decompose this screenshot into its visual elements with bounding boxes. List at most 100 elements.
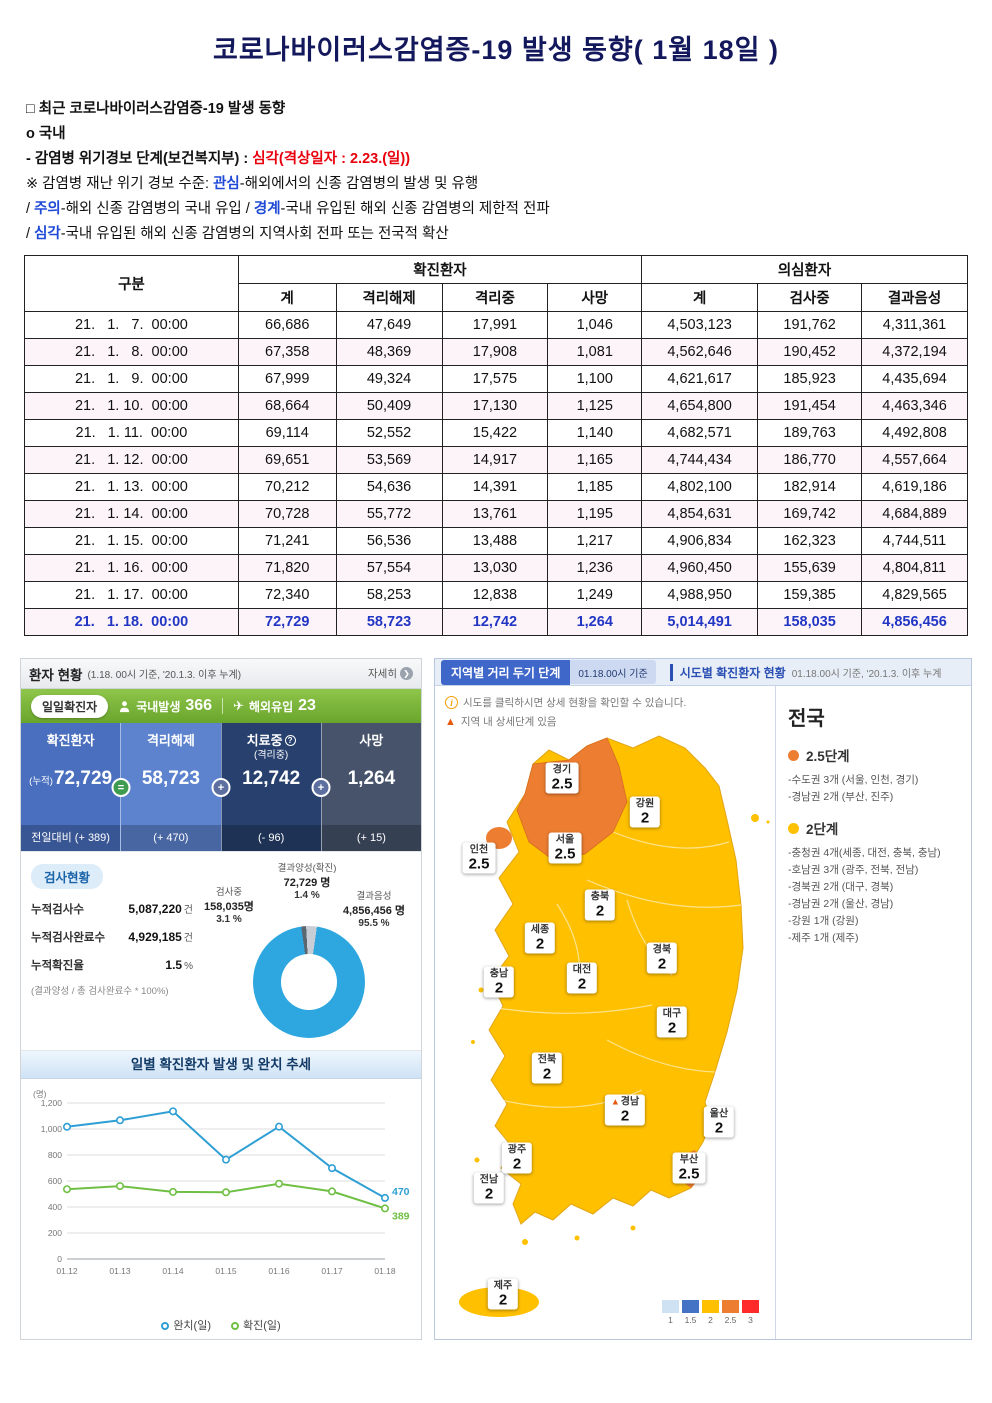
region-label-서울[interactable]: 서울 2.5 xyxy=(548,832,582,864)
national-title: 전국 xyxy=(788,708,825,730)
airplane-icon: ✈ xyxy=(233,698,244,713)
region-label-제주[interactable]: 제주 2 xyxy=(487,1278,519,1310)
scale-item-1: 1 xyxy=(662,1300,679,1325)
stat-in-treatment: 치료중? (격리중) 12,742 (- 96) xyxy=(220,723,321,851)
legend-item: -충청권 4개(세종, 대전, 충북, 충남) xyxy=(788,847,941,859)
region-label-울산[interactable]: 울산 2 xyxy=(703,1106,735,1138)
regional-map-panel: 지역별 거리 두기 단계 01.18.00시 기준 시도별 확진환자 현황 01… xyxy=(434,658,972,1340)
table-row: 21. 1. 10. 00:00 68,664 50,409 17,130 1,125 4… xyxy=(24,392,968,420)
trend-chart-title: 일별 확진환자 발생 및 완치 추세 xyxy=(21,1051,421,1079)
col-header-confirmed: 확진환자 xyxy=(237,255,643,284)
bottom-section: 환자 현황 (1.18. 00시 기준, '20.1.3. 이후 누계) 자세히… xyxy=(20,658,972,1340)
alert-level-value: 심각(격상일자 : 2.23.(일)) xyxy=(252,151,411,167)
overseas-cases: ✈ 해외유입 23 xyxy=(233,697,316,715)
stat-in-treatment-label: 치료중? (격리중) xyxy=(222,733,321,764)
svg-text:01.14: 01.14 xyxy=(162,1266,184,1276)
stat-confirmed-delta: 전일대비 (+ 389) xyxy=(21,825,121,851)
patient-panel-header: 환자 현황 (1.18. 00시 기준, '20.1.3. 이후 누계) 자세히… xyxy=(21,659,421,689)
scale-item-1.5: 1.5 xyxy=(682,1300,699,1325)
page-title: 코로나바이러스감염증-19 발생 동향( 1월 18일 ) xyxy=(212,35,779,65)
col-sub-released: 격리해제 xyxy=(335,283,443,312)
col-header-gubun: 구분 xyxy=(24,255,239,312)
region-label-강원[interactable]: 강원 2 xyxy=(629,796,661,828)
stat-deceased-label: 사망 xyxy=(359,733,384,748)
test-row-rate: 누적확진율 1.5% xyxy=(31,958,193,972)
patient-status-panel: 환자 현황 (1.18. 00시 기준, '20.1.3. 이후 누계) 자세히… xyxy=(20,658,422,1340)
legend-item: -경남권 2개 (울산, 경남) xyxy=(788,898,894,910)
domestic-value: 366 xyxy=(185,697,213,714)
svg-text:01.12: 01.12 xyxy=(56,1266,78,1276)
legend-group-2.5단계: 2.5단계 -수도권 3개 (서울, 인천, 경기) -경남권 2개 (부산, 진주… xyxy=(788,745,959,806)
legend-item: -호남권 3개 (광주, 전북, 전남) xyxy=(788,864,919,876)
overseas-value: 23 xyxy=(298,697,316,714)
region-label-경기[interactable]: 경기 2.5 xyxy=(545,762,579,794)
divider xyxy=(222,698,224,714)
svg-text:600: 600 xyxy=(48,1176,62,1186)
stat-released: 격리해제 58,723 (+ 470) xyxy=(120,723,221,851)
region-label-대구[interactable]: 대구 2 xyxy=(656,1006,688,1038)
scale-legend: 1 1.5 2 2.5 3 xyxy=(662,1300,759,1325)
warning-triangle-icon: ▲ xyxy=(610,1096,620,1107)
national-legend: 전국 2.5단계 -수도권 3개 (서울, 인천, 경기) -경남권 2개 (부산,… xyxy=(775,686,971,1339)
region-label-세종[interactable]: 세종 2 xyxy=(524,922,556,954)
region-label-충북[interactable]: 충북 2 xyxy=(584,889,616,921)
region-label-부산[interactable]: 부산 2.5 xyxy=(672,1152,706,1184)
stat-released-label: 격리해제 xyxy=(146,733,195,748)
trend-chart-svg: (명) 0 200 400 600 800 1,000 1,200 01.12 01.13 01.1… xyxy=(33,1089,410,1276)
col-sub-negative: 결과음성 xyxy=(861,283,968,312)
stat-confirmed-label: 확진환자 xyxy=(46,733,95,748)
test-result-donut-area: 결과양성(확진) 72,729 명 1.4 % 검사중 158,035명 3.1… xyxy=(197,860,417,1046)
slash: / xyxy=(26,201,35,217)
level-gwansim-desc: -해외에서의 신종 감염병의 발생 및 유행 xyxy=(239,176,479,192)
col-sub-suspect-total: 계 xyxy=(641,283,759,312)
donut-label-testing: 검사중 158,035명 3.1 % xyxy=(204,887,254,925)
region-label-광주[interactable]: 광주 2 xyxy=(501,1142,533,1174)
region-label-인천[interactable]: 인천 2.5 xyxy=(462,842,496,874)
test-status-section: 검사현황 누적검사수 5,087,220 건 누적검사완료수 4,929,185 건 누… xyxy=(21,851,421,1051)
domestic-label: 국내발생 xyxy=(136,699,181,714)
level-gyeonggye: 경계 xyxy=(253,201,281,217)
map-label-layer: 경기 2.5 강원 2 서울 2.5 인천 2.5 충북 2 세종 2 경북 2 대전 2 충남 2 대구 2 전북 2 ▲… xyxy=(437,690,777,1340)
detail-link[interactable]: 자세히 ❯ xyxy=(368,666,413,681)
alert-note-line3: / 심각-국내 유입된 해외 신종 감염병의 지역사회 전파 또는 전국적 확산 xyxy=(26,222,966,243)
stat-boxes: 확진환자 (누적)72,729 전일대비 (+ 389) 격리해제 58,723… xyxy=(21,723,421,851)
tab-confirmed-label: 시도별 확진환자 현황 xyxy=(669,663,786,681)
svg-text:01.15: 01.15 xyxy=(215,1266,237,1276)
intro-domestic: o 국내 xyxy=(26,126,66,142)
person-icon xyxy=(120,700,130,712)
level-juui-desc: -해외 신종 감염병의 국내 유입 / xyxy=(60,201,254,217)
stat-confirmed-value: (누적)72,729 xyxy=(29,768,113,789)
map-body: i 시도를 클릭하시면 상세 현황을 확인할 수 있습니다. ▲ 지역 내 상세단계… xyxy=(435,686,971,1339)
trend-chart-area: (명) 0 200 400 600 800 1,000 1,200 01.12 01.13 01.1… xyxy=(21,1079,421,1339)
scale-item-3: 3 xyxy=(742,1300,759,1325)
map-tabs: 지역별 거리 두기 단계 01.18.00시 기준 시도별 확진환자 현황 01… xyxy=(435,659,971,686)
trend-legend: 완치(일) 확진(일) xyxy=(25,1313,417,1339)
trend-legend-item: 완치(일) xyxy=(161,1317,211,1333)
korea-map[interactable]: i 시도를 클릭하시면 상세 현황을 확인할 수 있습니다. ▲ 지역 내 상세단계… xyxy=(435,686,775,1339)
col-sub-testing: 검사중 xyxy=(757,283,863,312)
region-label-대전[interactable]: 대전 2 xyxy=(566,962,598,994)
tab-confirmed-date: 01.18.00시 기준, '20.1.3. 이후 누계 xyxy=(791,668,942,680)
help-icon: ? xyxy=(284,735,296,746)
legend-item: -경북권 2개 (대구, 경북) xyxy=(788,881,894,893)
region-label-전남[interactable]: 전남 2 xyxy=(473,1172,505,1204)
test-row-total: 누적검사수 5,087,220 건 xyxy=(31,902,193,916)
region-label-충남[interactable]: 충남 2 xyxy=(483,966,515,998)
national-legend-groups: 2.5단계 -수도권 3개 (서울, 인천, 경기) -경남권 2개 (부산, 진주… xyxy=(788,745,959,947)
table-row: 21. 1. 17. 00:00 72,340 58,253 12,838 1,249 4… xyxy=(24,581,968,609)
region-label-전북[interactable]: 전북 2 xyxy=(531,1052,563,1084)
daily-confirmed-label: 일일확진자 xyxy=(31,694,109,718)
col-sub-deceased: 사망 xyxy=(547,283,643,312)
donut-label-negative: 결과음성 4,856,456 명 95.5 % xyxy=(342,891,406,929)
trend-legend-item: 확진(일) xyxy=(231,1317,281,1333)
region-label-경북[interactable]: 경북 2 xyxy=(646,942,678,974)
tab-distancing-level[interactable]: 지역별 거리 두기 단계 01.18.00시 기준 xyxy=(441,659,656,685)
legend-item: -제주 1개 (제주) xyxy=(788,932,859,944)
level-juui: 주의 xyxy=(34,201,61,217)
legend-item: -경남권 2개 (부산, 진주) xyxy=(788,791,894,803)
tab-confirmed-by-region[interactable]: 시도별 확진환자 현황 01.18.00시 기준, '20.1.3. 이후 누계 xyxy=(669,663,942,681)
level-gwansim: 관심 xyxy=(213,176,240,192)
region-label-경남[interactable]: ▲경남 2 xyxy=(604,1094,646,1126)
map-notice-click: i 시도를 클릭하시면 상세 현황을 확인할 수 있습니다. xyxy=(445,695,686,710)
table-row: 21. 1. 14. 00:00 70,728 55,772 13,761 1,195 4… xyxy=(24,500,968,528)
